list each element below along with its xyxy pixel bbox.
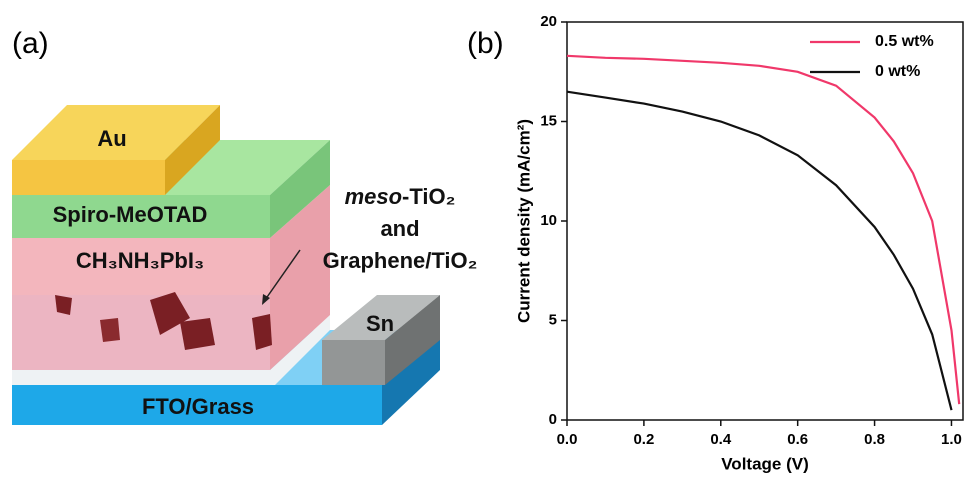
callout-label: meso-TiO₂ <box>345 184 456 209</box>
device-diagram: (a) Au Spiro-MeOTAD CH₃NH₃PbI₃ Sn FTO/Gr <box>12 27 477 425</box>
y-tick-label: 10 <box>540 212 557 229</box>
x-axis-label: Voltage (V) <box>721 454 809 473</box>
flake <box>100 318 120 342</box>
au-front <box>12 160 165 195</box>
legend-label: 0.5 wt% <box>875 33 934 50</box>
x-tick-label: 0.0 <box>557 431 578 448</box>
layer-label: Spiro-MeOTAD <box>53 202 208 227</box>
panel-label: (b) <box>467 27 504 60</box>
layer-label: CH₃NH₃PbI₃ <box>76 248 204 273</box>
flake <box>180 318 215 350</box>
y-tick-label: 15 <box>540 112 557 129</box>
callout-label: Graphene/TiO₂ <box>323 248 478 273</box>
x-tick-label: 1.0 <box>941 431 962 448</box>
callout-italic: meso <box>345 184 402 209</box>
y-tick-label: 5 <box>549 311 557 328</box>
y-tick-label: 20 <box>540 13 557 30</box>
figure: (a) Au Spiro-MeOTAD CH₃NH₃PbI₃ Sn FTO/Gr <box>0 0 967 479</box>
meso-layer <box>12 295 270 370</box>
y-tick-label: 0 <box>549 411 557 428</box>
x-tick-label: 0.6 <box>787 431 808 448</box>
panel-label: (a) <box>12 27 49 60</box>
legend-label: 0 wt% <box>875 63 920 80</box>
plot-frame <box>567 22 963 420</box>
x-tick-label: 0.8 <box>864 431 885 448</box>
series-line <box>567 56 959 404</box>
x-tick-label: 0.2 <box>633 431 654 448</box>
callout-label: and <box>380 216 419 241</box>
sn-front <box>322 340 385 385</box>
layer-label: Sn <box>366 311 394 336</box>
layer-label: FTO/Grass <box>142 394 254 419</box>
flake <box>55 295 72 315</box>
y-axis-label: Current density (mA/cm²) <box>514 119 533 323</box>
callout-text: -TiO₂ <box>402 184 455 209</box>
series-line <box>567 92 952 410</box>
layer-label: Au <box>97 126 126 151</box>
x-tick-label: 0.4 <box>710 431 732 448</box>
